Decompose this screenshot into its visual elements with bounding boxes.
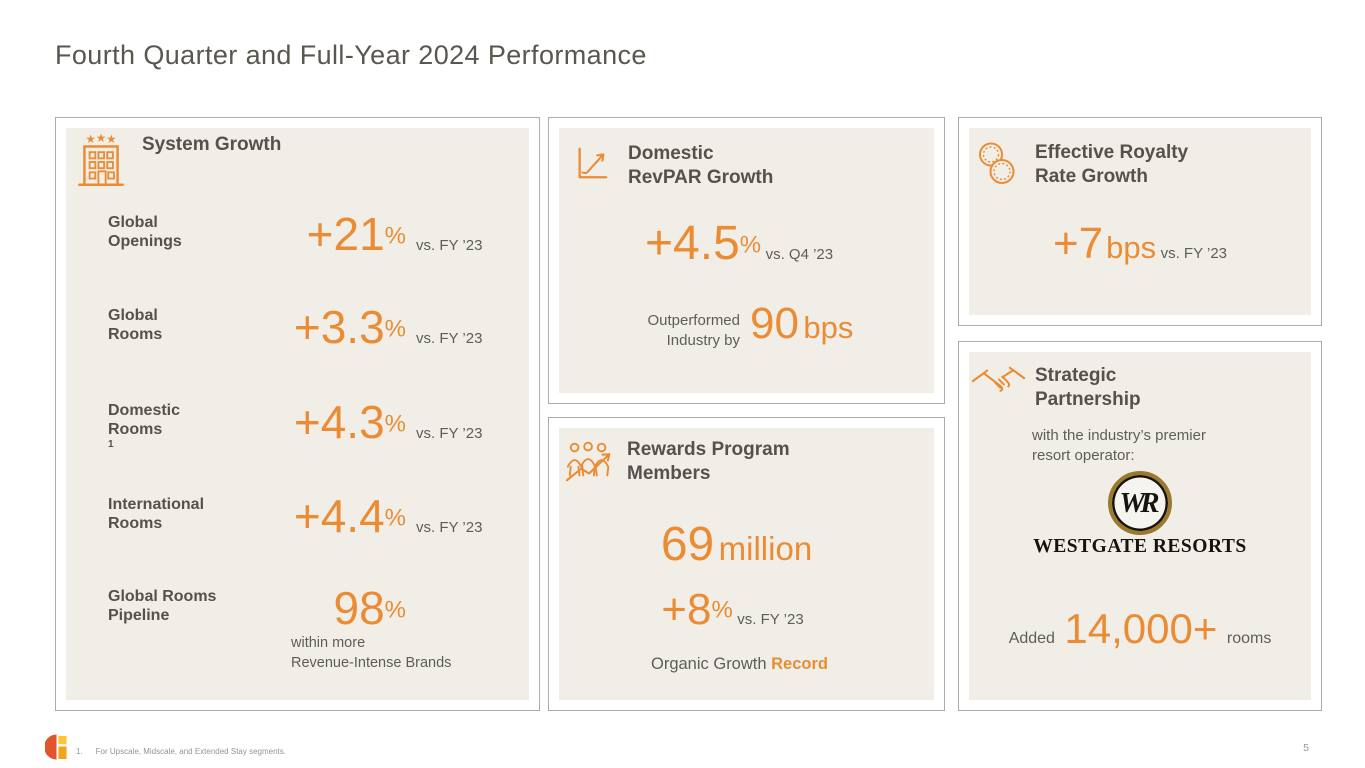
coins-icon [974, 141, 1022, 188]
westgate-wordmark: WESTGATE RESORTS [1033, 536, 1247, 557]
members-growth: +8% vs. FY ’23 [559, 588, 906, 632]
metric-number: +4.4 [293, 490, 385, 542]
metric-row-global-rooms: Global Rooms +3.3% vs. FY ’23 [66, 304, 529, 366]
metric-comparison: vs. FY ’23 [416, 330, 483, 347]
metric-label: Domestic Rooms 1 [108, 402, 181, 451]
metric-number: +4.5 [645, 217, 740, 270]
rooms-label: rooms [1226, 630, 1272, 647]
revpar-panel: Domestic RevPAR Growth +4.5% vs. Q4 ’23 O… [559, 128, 934, 393]
metric-comparison: vs. FY ’23 [737, 611, 804, 628]
outperformed-label: Outperformed Industry by [647, 312, 740, 349]
system-growth-panel: System Growth Global Openings +21% vs. FY… [66, 128, 529, 700]
metric-unit: % [384, 315, 406, 343]
card-title: Effective Royalty Rate Growth [1035, 142, 1189, 187]
metric-unit: million [718, 530, 813, 567]
card-rewards-members: Rewards Program Members 69 million +8% vs… [548, 417, 945, 711]
metric-unit: % [739, 231, 762, 259]
metric-comparison: vs. FY ’23 [416, 425, 483, 442]
metric-number: 98 [333, 582, 385, 634]
metric-unit: bps [803, 310, 854, 345]
card-royalty-rate: Effective Royalty Rate Growth +7bps vs. F… [958, 117, 1322, 326]
metric-number: 14,000+ [1064, 605, 1218, 652]
rewards-panel: Rewards Program Members 69 million +8% vs… [559, 428, 934, 700]
metric-value: +4.4% vs. FY ’23 [266, 493, 531, 539]
rooms-added: Added 14,000+ rooms [969, 608, 1311, 650]
metric-number: +21 [306, 208, 385, 260]
partnership-panel: Strategic Partnership with the industry’s… [969, 352, 1311, 700]
metric-comparison: vs. FY ’23 [1160, 245, 1228, 262]
card-title: Strategic Partnership [1035, 365, 1141, 410]
card-revpar-growth: Domestic RevPAR Growth +4.5% vs. Q4 ’23 O… [548, 117, 945, 404]
members-count: 69 million [559, 521, 914, 569]
metric-label: Global Rooms [108, 307, 163, 344]
card-system-growth: System Growth Global Openings +21% vs. FY… [55, 117, 540, 711]
card-title: Rewards Program Members [627, 439, 790, 484]
westgate-logo: WR [969, 471, 1311, 535]
metric-unit: % [384, 504, 406, 532]
metric-comparison: vs. Q4 ’23 [765, 246, 834, 263]
card-strategic-partnership: Strategic Partnership with the industry’s… [958, 341, 1322, 711]
metric-number: +3.3 [293, 301, 385, 353]
organic-growth-note: Organic Growth Record [651, 655, 828, 673]
handshake-icon [970, 364, 1027, 404]
page-title: Fourth Quarter and Full-Year 2024 Perfor… [55, 40, 647, 70]
metric-row-pipeline: Global Rooms Pipeline 98% [66, 585, 529, 647]
metric-number: 90 [750, 299, 799, 348]
metric-unit: % [384, 410, 406, 438]
outperformed-value: 90 bps [750, 302, 853, 346]
metric-label: International Rooms [108, 496, 205, 533]
westgate-monogram: WR [1119, 486, 1159, 519]
record-highlight: Record [771, 655, 828, 673]
footnote: 1. For Upscale, Midscale, and Extended St… [76, 747, 286, 756]
partnership-header: Strategic Partnership [970, 364, 1141, 412]
rewards-header: Rewards Program Members [564, 438, 790, 486]
royalty-header: Effective Royalty Rate Growth [974, 141, 1188, 189]
royalty-value: +7bps vs. FY ’23 [969, 222, 1311, 266]
metric-number: +4.3 [293, 396, 385, 448]
metric-comparison: vs. FY ’23 [416, 237, 483, 254]
metric-number: +8 [661, 585, 712, 634]
metric-number: 69 [660, 518, 715, 571]
metric-label: Global Rooms Pipeline [108, 588, 217, 625]
metric-label: Global Openings [108, 214, 182, 251]
metric-value: +3.3% vs. FY ’23 [266, 304, 531, 350]
royalty-panel: Effective Royalty Rate Growth +7bps vs. F… [969, 128, 1311, 315]
metric-unit: % [384, 596, 406, 624]
metric-number: +7 [1052, 219, 1104, 268]
hotel-building-icon [76, 133, 126, 191]
pipeline-note: within more Revenue-Intense Brands [291, 635, 452, 671]
metric-row-domestic-rooms: Domestic Rooms 1 +4.3% vs. FY ’23 [66, 399, 529, 461]
metric-comparison: vs. FY ’23 [416, 519, 483, 536]
footnote-text: For Upscale, Midscale, and Extended Stay… [95, 747, 286, 756]
revpar-header: Domestic RevPAR Growth [573, 142, 773, 190]
partnership-description: with the industry’s premier resort opera… [1032, 427, 1206, 464]
page-number: 5 [1303, 742, 1309, 754]
metric-unit: % [711, 596, 733, 624]
card-title: Domestic RevPAR Growth [628, 143, 774, 188]
metric-row-international-rooms: International Rooms +4.4% vs. FY ’23 [66, 493, 529, 555]
line-chart-icon [573, 142, 611, 184]
members-growth-icon [564, 438, 616, 484]
metric-value: +21% vs. FY ’23 [266, 211, 531, 257]
metric-unit: bps [1106, 230, 1157, 265]
metric-row-global-openings: Global Openings +21% vs. FY ’23 [66, 211, 529, 273]
westgate-monogram-circle: WR [1108, 471, 1172, 535]
system-growth-header: System Growth [76, 133, 281, 191]
metric-unit: % [384, 222, 406, 250]
added-label: Added [1008, 630, 1055, 647]
metric-value: +4.3% vs. FY ’23 [266, 399, 531, 445]
choice-hotels-logo [45, 733, 68, 761]
footnote-marker: 1 [108, 439, 114, 451]
footnote-number: 1. [76, 747, 83, 756]
metric-value: 98% [266, 585, 406, 631]
revpar-value: +4.5% vs. Q4 ’23 [645, 220, 833, 268]
card-title: System Growth [142, 134, 282, 155]
